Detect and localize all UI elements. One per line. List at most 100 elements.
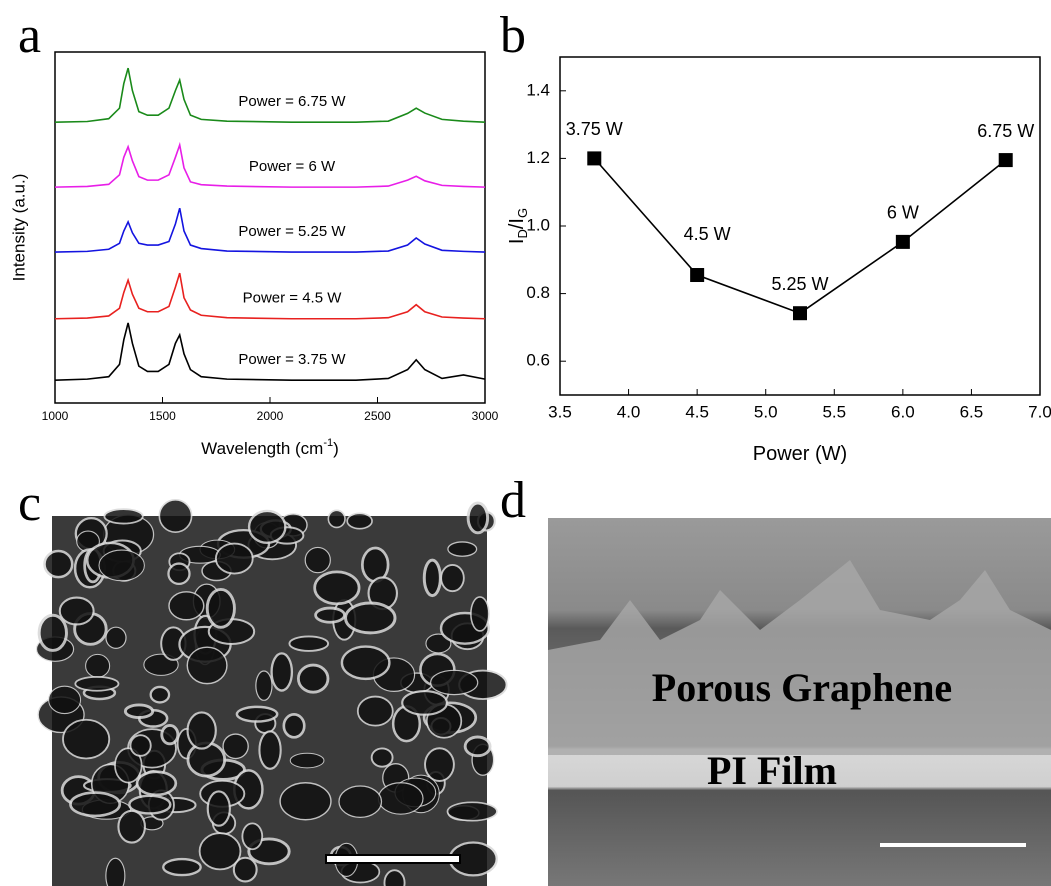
x-tick-label: 4.0 [617, 402, 641, 421]
pore [328, 510, 345, 527]
y-axis-label-part: G [515, 208, 530, 218]
pore [242, 823, 262, 849]
pore [106, 627, 126, 648]
pore [431, 670, 478, 694]
pore [315, 572, 359, 604]
pore [256, 671, 272, 700]
y-tick-label: 0.6 [526, 351, 550, 370]
scale-bar [326, 855, 460, 863]
y-tick-label: 1.2 [526, 148, 550, 167]
pore [223, 734, 248, 758]
plot-frame [560, 57, 1040, 395]
annotation: PI Film [707, 748, 837, 793]
point-label: 4.5 W [684, 224, 731, 244]
y-axis-label-part: /I [506, 218, 528, 229]
pore [159, 500, 191, 532]
pore [290, 753, 324, 768]
pore [86, 654, 110, 677]
pore [169, 592, 204, 620]
x-axis-label: Wavelength (cm-1) [201, 437, 339, 459]
pore [425, 748, 454, 781]
pore [384, 870, 404, 886]
panel-letter: d [500, 472, 526, 529]
y-axis-label: ID/IG [506, 208, 530, 244]
pore [207, 589, 234, 627]
pore [471, 597, 489, 631]
pore [162, 725, 178, 743]
pore [249, 511, 285, 543]
panel-letter: a [18, 7, 41, 64]
point-label: 6.75 W [977, 121, 1034, 141]
pore [99, 550, 144, 581]
pore [168, 564, 189, 584]
pore [289, 636, 328, 651]
panel-letter: c [18, 475, 41, 532]
pore [45, 551, 73, 577]
x-axis-label-part: ) [333, 439, 339, 458]
pore [200, 833, 241, 869]
marker [999, 153, 1013, 167]
series-label: Power = 4.5 W [243, 290, 343, 307]
pore [465, 737, 490, 756]
x-tick-label: 4.5 [685, 402, 709, 421]
pore [272, 653, 292, 690]
pore [106, 858, 125, 886]
series-label: Power = 3.75 W [238, 351, 346, 368]
pore [188, 712, 216, 748]
pore [39, 615, 66, 650]
x-tick-label: 6.0 [891, 402, 915, 421]
y-tick-label: 0.8 [526, 283, 550, 302]
pore [104, 509, 142, 523]
pore [70, 793, 119, 816]
y-axis-label: Intensity (a.u.) [9, 174, 28, 282]
pore [75, 677, 118, 691]
pore [468, 503, 487, 533]
marker [690, 268, 704, 282]
pore [125, 705, 152, 718]
x-tick-label: 6.5 [960, 402, 984, 421]
x-tick-label: 5.5 [822, 402, 846, 421]
series-label: Power = 6 W [249, 158, 336, 175]
pore [358, 697, 393, 726]
x-axis-label-part: -1 [323, 437, 333, 449]
x-tick-label: 7.0 [1028, 402, 1051, 421]
x-axis-label-part: Power (W) [753, 443, 847, 465]
pore [208, 791, 230, 825]
pore [305, 547, 330, 572]
pore [259, 731, 280, 768]
point-label: 6 W [887, 203, 919, 223]
figure: a b c d Porous Graphene PI Film 10001500… [0, 0, 1051, 886]
x-axis-label-part: Wavelength (cm [201, 439, 323, 458]
pore [347, 513, 372, 528]
pore [151, 687, 169, 702]
x-tick-label: 2500 [364, 409, 391, 423]
series-label: Power = 5.25 W [238, 223, 346, 240]
pore [130, 735, 150, 756]
marker [896, 235, 910, 249]
pore [284, 714, 304, 737]
pore [441, 565, 464, 591]
pore [118, 811, 145, 843]
annotation: Porous Graphene [652, 665, 952, 710]
pore [372, 748, 393, 766]
marker [793, 306, 807, 320]
pore [216, 544, 253, 574]
pore [424, 560, 440, 596]
x-tick-label: 3000 [472, 409, 499, 423]
series-label: Power = 6.75 W [238, 93, 346, 110]
pore [137, 772, 176, 795]
pore [280, 783, 331, 820]
x-tick-label: 3.5 [548, 402, 572, 421]
point-label: 3.75 W [566, 119, 623, 139]
scale-bar [880, 843, 1026, 847]
pore [163, 859, 200, 875]
x-tick-label: 1000 [42, 409, 69, 423]
pore [402, 691, 447, 715]
y-tick-label: 1.4 [526, 80, 550, 99]
pore [447, 802, 496, 820]
pore [378, 783, 423, 814]
pore [342, 647, 389, 679]
y-axis-label-part: D [515, 229, 530, 238]
pore [49, 686, 81, 713]
pore [60, 598, 94, 625]
